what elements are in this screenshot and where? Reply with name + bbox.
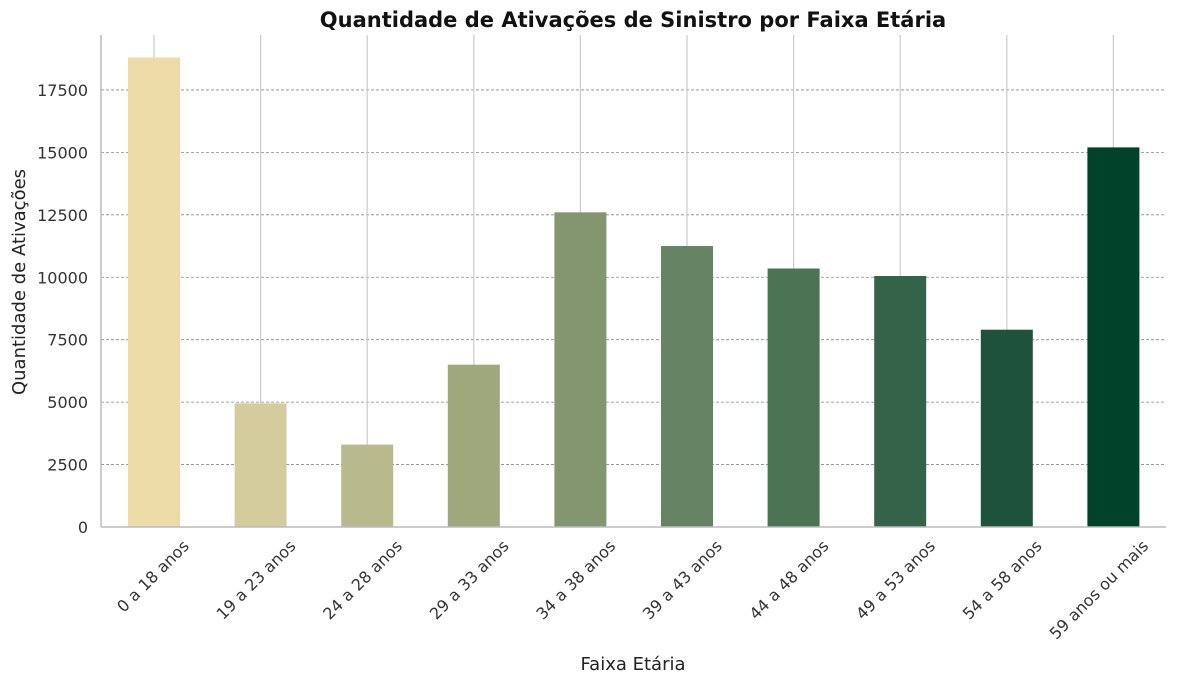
chart-title: Quantidade de Ativações de Sinistro por … xyxy=(320,8,946,32)
x-tick-label: 24 a 28 anos xyxy=(319,536,406,623)
bar xyxy=(767,268,820,527)
y-tick-label: 2500 xyxy=(47,456,88,475)
x-axis-label: Faixa Etária xyxy=(580,654,685,675)
x-tick-label: 59 anos ou mais xyxy=(1046,536,1153,643)
x-tick-label: 19 a 23 anos xyxy=(213,536,300,623)
x-tick-label: 49 a 53 anos xyxy=(852,536,939,623)
y-tick-label: 7500 xyxy=(47,331,88,350)
y-tick-label: 15000 xyxy=(37,143,88,162)
grid-layer xyxy=(101,89,1166,465)
x-tick-label: 29 a 33 anos xyxy=(426,536,513,623)
x-tick-label: 34 a 38 anos xyxy=(532,536,619,623)
y-tick-label: 10000 xyxy=(37,268,88,287)
bar xyxy=(447,364,500,527)
y-tick-label: 12500 xyxy=(37,206,88,225)
y-tick-label: 0 xyxy=(78,518,88,537)
bar xyxy=(874,276,927,527)
bar xyxy=(341,444,394,527)
y-tick-labels: 0 2500 5000 7500 10000 12500 15000 17500 xyxy=(37,81,88,537)
bar xyxy=(554,212,607,527)
bars-layer xyxy=(128,57,1140,528)
bar xyxy=(1087,147,1140,527)
y-tick-label: 17500 xyxy=(37,81,88,100)
y-tick-label: 5000 xyxy=(47,393,88,412)
x-tick-labels: 0 a 18 anos 19 a 23 anos 24 a 28 anos 29 a … xyxy=(113,536,1152,643)
axes-layer xyxy=(100,35,1166,528)
y-axis-label: Quantidade de Ativações xyxy=(9,169,30,395)
bar xyxy=(980,329,1033,527)
bar xyxy=(128,57,180,527)
x-grid-layer xyxy=(153,35,1115,527)
x-tick-label: 44 a 48 anos xyxy=(746,536,833,623)
x-tick-label: 54 a 58 anos xyxy=(959,536,1046,623)
x-tick-label: 0 a 18 anos xyxy=(113,536,193,616)
x-tick-label: 39 a 43 anos xyxy=(639,536,726,623)
bar xyxy=(234,403,287,527)
bar xyxy=(661,246,713,528)
